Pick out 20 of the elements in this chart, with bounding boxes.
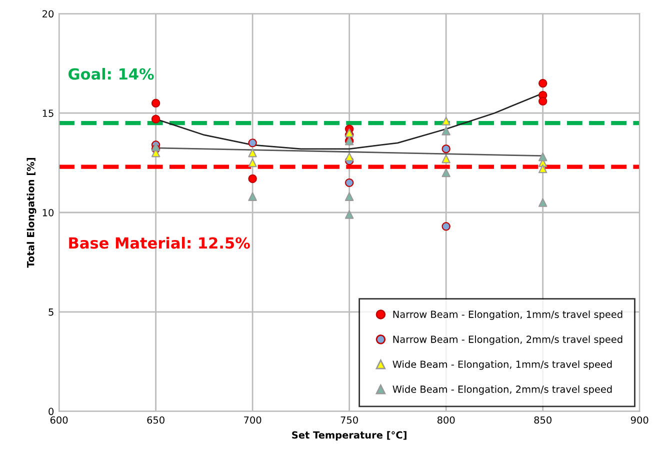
x-tick-label: 750 (340, 416, 358, 424)
x-axis-title: Set Temperature [°C] (292, 431, 406, 441)
x-tick-label: 650 (147, 416, 164, 424)
legend-label: Narrow Beam - Elongation, 1mm/s travel speed (393, 310, 622, 320)
x-tick-label: 900 (630, 416, 648, 424)
legend-label: Narrow Beam - Elongation, 2mm/s travel speed (393, 335, 622, 345)
x-tick-label: 800 (437, 416, 455, 424)
x-tick-label: 600 (50, 416, 68, 424)
annotation: Base Material: 12.5% (69, 236, 250, 249)
legend-label: Wide Beam - Elongation, 1mm/s travel speed (392, 360, 612, 370)
annotation: Goal: 14% (68, 68, 154, 80)
y-tick-label: 5 (48, 308, 54, 316)
y-tick-label: 10 (42, 208, 54, 216)
legend-label: Wide Beam - Elongation, 2mm/s travel speed (392, 385, 612, 395)
y-tick-label: 0 (48, 408, 54, 416)
y-tick-label: 15 (42, 110, 54, 117)
x-tick-label: 700 (244, 416, 262, 424)
x-tick-label: 850 (534, 416, 552, 424)
y-axis-title: Total Elongation [%] (26, 158, 36, 268)
y-tick-label: 20 (42, 10, 54, 18)
